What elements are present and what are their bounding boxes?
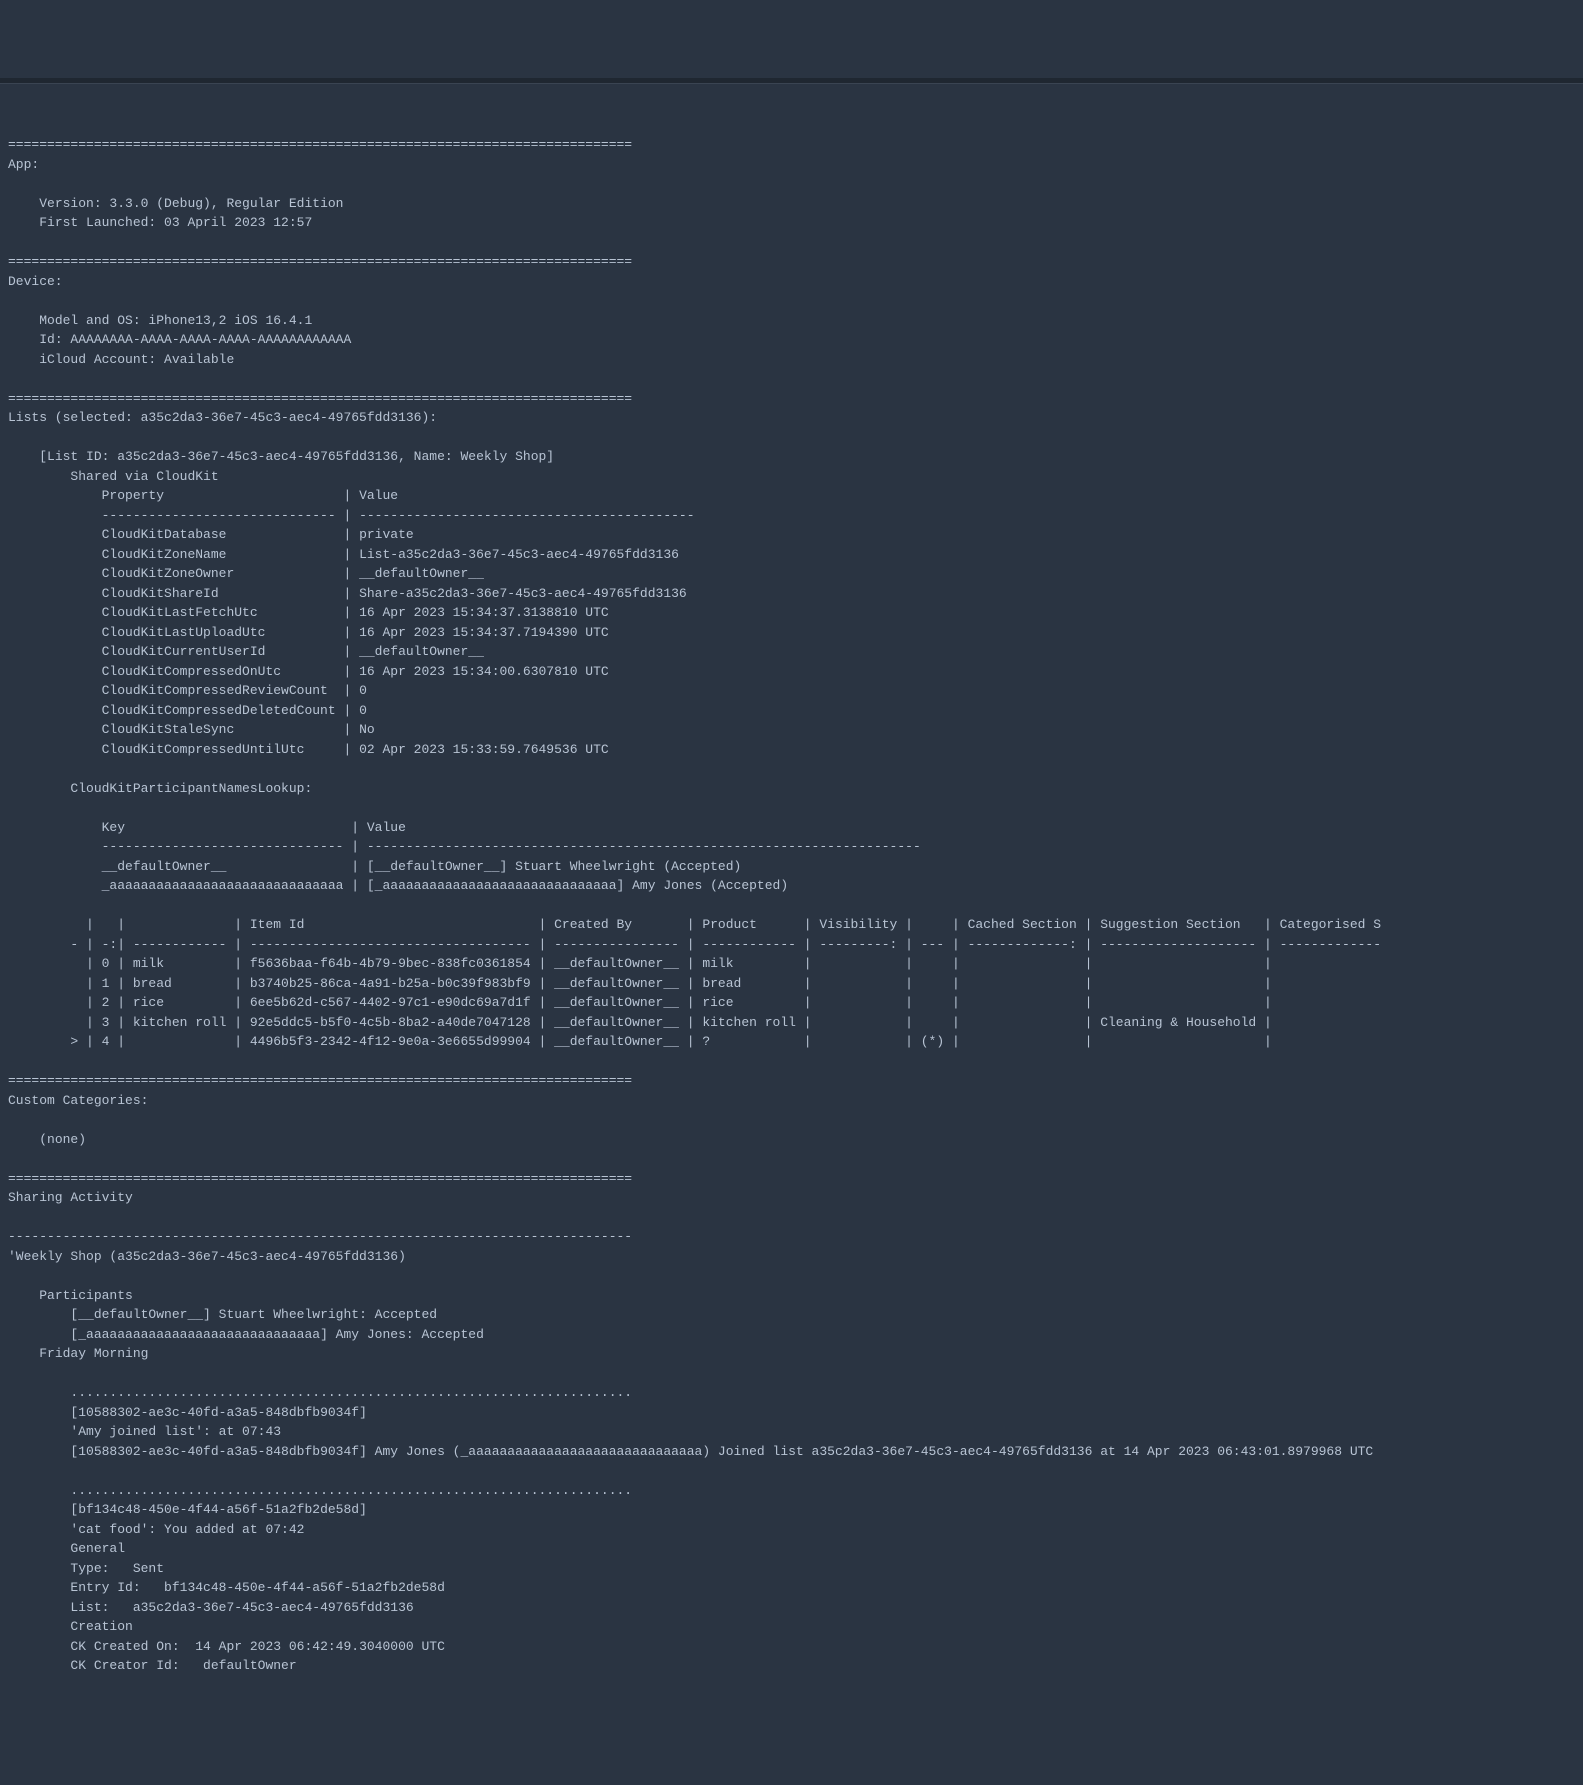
sharing-title: 'Weekly Shop (a35c2da3-36e7-45c3-aec4-49… (8, 1249, 406, 1264)
participant-row: __defaultOwner__ | [__defaultOwner__] St… (102, 859, 742, 874)
lists-header: Lists (selected: a35c2da3-36e7-45c3-aec4… (8, 410, 437, 425)
app-version: Version: 3.3.0 (Debug), Regular Edition (39, 196, 343, 211)
custom-categories-none: (none) (39, 1132, 86, 1147)
event-creation-label: Creation (70, 1619, 132, 1634)
separator-line: ========================================… (8, 1171, 632, 1186)
prop-row: CloudKitZoneOwner | __defaultOwner__ (102, 566, 484, 581)
device-icloud: iCloud Account: Available (39, 352, 234, 367)
event-id: [bf134c48-450e-4f44-a56f-51a2fb2de58d] (70, 1502, 366, 1517)
device-model: Model and OS: iPhone13,2 iOS 16.4.1 (39, 313, 312, 328)
friday-morning-label: Friday Morning (39, 1346, 148, 1361)
event-ck-creator: CK Creator Id: defaultOwner (70, 1658, 296, 1673)
participant-line: [_aaaaaaaaaaaaaaaaaaaaaaaaaaaaaa] Amy Jo… (70, 1327, 483, 1342)
participant-line: [__defaultOwner__] Stuart Wheelwright: A… (70, 1307, 437, 1322)
app-header: App: (8, 157, 39, 172)
window-titlebar (0, 78, 1583, 84)
device-id: Id: AAAAAAAA-AAAA-AAAA-AAAA-AAAAAAAAAAAA (39, 332, 351, 347)
item-row: | 2 | rice | 6ee5b62d-c567-4402-97c1-e90… (70, 995, 1271, 1010)
prop-row: CloudKitCompressedDeletedCount | 0 (102, 703, 367, 718)
item-row: > | 4 | | 4496b5f3-2342-4f12-9e0a-3e6655… (70, 1034, 1271, 1049)
event-general: General (70, 1541, 125, 1556)
event-entry-id: Entry Id: bf134c48-450e-4f44-a56f-51a2fb… (70, 1580, 444, 1595)
prop-row: CloudKitCompressedOnUtc | 16 Apr 2023 15… (102, 664, 609, 679)
separator-line: ========================================… (8, 391, 632, 406)
participant-table-sep: ------------------------------- | ------… (102, 839, 921, 854)
event-separator: ........................................… (70, 1385, 632, 1400)
event-summary: 'Amy joined list': at 07:43 (70, 1424, 281, 1439)
custom-categories-header: Custom Categories: (8, 1093, 148, 1108)
prop-table-header: Property | Value (102, 488, 398, 503)
item-row: | 0 | milk | f5636baa-f64b-4b79-9bec-838… (70, 956, 1271, 971)
event-detail: [10588302-ae3c-40fd-a3a5-848dbfb9034f] A… (70, 1444, 1373, 1459)
shared-line: Shared via CloudKit (70, 469, 218, 484)
prop-row: CloudKitCompressedReviewCount | 0 (102, 683, 367, 698)
item-row: | 1 | bread | b3740b25-86ca-4a91-b25a-b0… (70, 976, 1271, 991)
app-launched: First Launched: 03 April 2023 12:57 (39, 215, 312, 230)
event-list: List: a35c2da3-36e7-45c3-aec4-49765fdd31… (70, 1600, 413, 1615)
prop-row: CloudKitCurrentUserId | __defaultOwner__ (102, 644, 484, 659)
list-id-line: [List ID: a35c2da3-36e7-45c3-aec4-49765f… (39, 449, 554, 464)
event-type: Type: Sent (70, 1561, 164, 1576)
items-table-header: | | | Item Id | Created By | Product | V… (70, 917, 1381, 932)
participant-table-header: Key | Value (102, 820, 406, 835)
event-id: [10588302-ae3c-40fd-a3a5-848dbfb9034f] (70, 1405, 366, 1420)
prop-row: CloudKitDatabase | private (102, 527, 414, 542)
event-ck-created: CK Created On: 14 Apr 2023 06:42:49.3040… (70, 1639, 444, 1654)
prop-row: CloudKitLastFetchUtc | 16 Apr 2023 15:34… (102, 605, 609, 620)
participants-label: Participants (39, 1288, 133, 1303)
dash-line: ----------------------------------------… (8, 1229, 632, 1244)
prop-row: CloudKitCompressedUntilUtc | 02 Apr 2023… (102, 742, 609, 757)
prop-row: CloudKitStaleSync | No (102, 722, 375, 737)
prop-row: CloudKitZoneName | List-a35c2da3-36e7-45… (102, 547, 679, 562)
sharing-activity-header: Sharing Activity (8, 1190, 133, 1205)
items-table-sep: - | -:| ------------ | -----------------… (70, 937, 1381, 952)
separator-line: ========================================… (8, 254, 632, 269)
prop-row: CloudKitShareId | Share-a35c2da3-36e7-45… (102, 586, 687, 601)
item-row: | 3 | kitchen roll | 92e5ddc5-b5f0-4c5b-… (70, 1015, 1271, 1030)
participant-row: _aaaaaaaaaaaaaaaaaaaaaaaaaaaaaa | [_aaaa… (102, 878, 789, 893)
separator-line: ========================================… (8, 137, 632, 152)
event-summary: 'cat food': You added at 07:42 (70, 1522, 304, 1537)
prop-row: CloudKitLastUploadUtc | 16 Apr 2023 15:3… (102, 625, 609, 640)
participants-lookup-header: CloudKitParticipantNamesLookup: (70, 781, 312, 796)
event-separator: ........................................… (70, 1483, 632, 1498)
device-header: Device: (8, 274, 63, 289)
prop-table-sep: ------------------------------ | -------… (102, 508, 695, 523)
separator-line: ========================================… (8, 1073, 632, 1088)
debug-log-content[interactable]: ========================================… (8, 112, 1575, 1680)
